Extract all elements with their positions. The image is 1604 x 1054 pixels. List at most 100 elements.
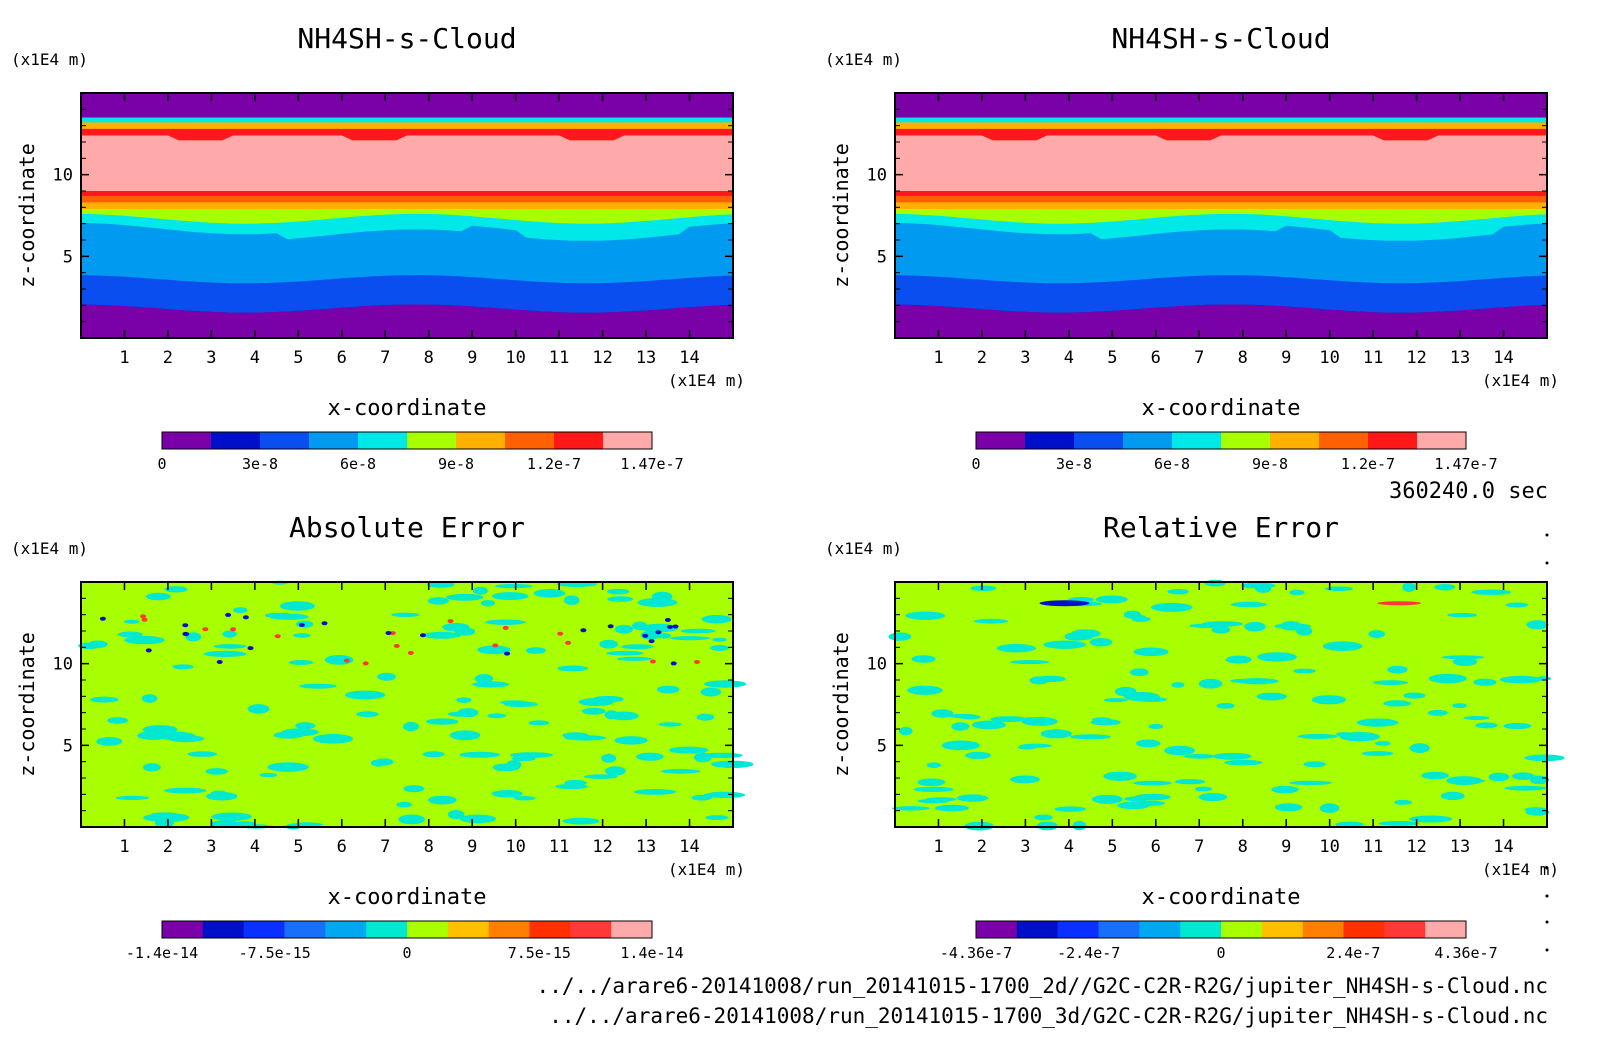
error-speck [656, 633, 672, 639]
error-extreme-speck [672, 624, 679, 629]
x-tick-label: 13 [1450, 348, 1470, 368]
x-tick-label: 8 [424, 348, 434, 368]
colorbar-swatch [603, 432, 653, 449]
x-tick-label: 12 [1406, 348, 1426, 368]
x-tick-label: 5 [1107, 837, 1117, 857]
error-extreme-speck [607, 624, 614, 629]
y-tick-label: 5 [63, 736, 73, 756]
error-speck [951, 722, 970, 731]
margin-dot [1545, 561, 1549, 565]
x-tick-label: 6 [337, 348, 347, 368]
error-speck [459, 751, 501, 758]
error-speck [233, 607, 248, 613]
x-unit-label: (x1E4 m) [668, 860, 745, 879]
error-extreme-speck [343, 658, 350, 663]
error-speck [525, 647, 546, 654]
margin-dot [1545, 533, 1549, 537]
error-speck [972, 720, 1006, 730]
error-speck [1135, 739, 1161, 748]
x-tick-label: 4 [250, 837, 260, 857]
error-speck [299, 683, 337, 689]
error-speck [141, 694, 158, 703]
error-speck [604, 710, 619, 720]
colorbar: 0 3e-8 6e-8 9e-8 1.2e-7 1.47e-7 [157, 431, 684, 473]
colorbar-swatch [366, 921, 408, 938]
colorbar-swatch [976, 921, 1018, 938]
x-tick-label: 10 [505, 348, 525, 368]
error-speck [533, 589, 566, 598]
error-speck [492, 763, 520, 772]
x-tick-label: 9 [467, 348, 477, 368]
colorbar-swatch [325, 921, 367, 938]
error-speck [1526, 620, 1549, 630]
error-speck [1133, 647, 1169, 657]
error-speck [1043, 640, 1087, 649]
error-speck [485, 619, 526, 625]
error-speck [948, 713, 978, 719]
colorbar-tick-label: -4.36e-7 [940, 944, 1012, 962]
error-extreme-speck [385, 631, 392, 635]
colorbar-swatch [1172, 432, 1222, 449]
colorbar-swatch [1261, 921, 1304, 938]
error-speck [1201, 621, 1243, 627]
error-speck [1040, 729, 1073, 739]
error-speck [1216, 702, 1235, 709]
error-speck [614, 736, 648, 745]
x-axis-label: x-coordinate [1142, 396, 1301, 421]
error-extreme-speck [557, 631, 564, 636]
error-speck [562, 732, 589, 739]
x-tick-label: 1 [119, 837, 129, 857]
error-speck [1019, 743, 1052, 748]
x-tick-label: 8 [424, 837, 434, 857]
x-unit-label: (x1E4 m) [1482, 860, 1559, 879]
colorbar: -1.4e-14 -7.5e-15 0 7.5e-15 1.4e-14 [126, 920, 684, 962]
error-speck [459, 814, 496, 824]
x-tick-label: 10 [1319, 837, 1339, 857]
error-speck [1473, 678, 1497, 686]
error-extreme-speck [389, 631, 396, 636]
colorbar-tick-label: 6e-8 [340, 455, 376, 473]
error-speck [1225, 655, 1252, 664]
error-extreme-speck [670, 661, 677, 666]
error-speck [1280, 621, 1302, 631]
error-speck [1103, 771, 1137, 781]
error-speck [605, 766, 626, 776]
colorbar-tick-label: -7.5e-15 [239, 944, 311, 962]
error-speck [670, 636, 710, 641]
error-speck [1512, 772, 1535, 780]
error-speck [899, 726, 913, 736]
colorbar-swatch [1425, 921, 1467, 938]
error-extreme-speck [502, 625, 509, 630]
error-speck [557, 665, 589, 672]
error-extreme-speck [664, 618, 671, 622]
plot-frame [80, 581, 734, 828]
error-speck [356, 711, 379, 718]
x-tick-label: 3 [206, 348, 216, 368]
error-speck [1356, 718, 1399, 727]
error-speck [513, 796, 536, 801]
error-speck [1123, 610, 1141, 619]
x-axis-label: x-coordinate [328, 885, 487, 910]
error-speck [1409, 815, 1453, 823]
colorbar: 0 3e-8 6e-8 9e-8 1.2e-7 1.47e-7 [971, 431, 1498, 473]
error-speck [1446, 778, 1486, 783]
error-speck [164, 586, 188, 593]
error-speck [700, 687, 722, 697]
x-axis-label: x-coordinate [1142, 885, 1301, 910]
error-speck [636, 752, 664, 761]
colorbar-tick-label: -1.4e-14 [126, 944, 198, 962]
y-tick-label: 10 [53, 166, 73, 186]
colorbar-swatch [407, 921, 449, 938]
error-speck [634, 789, 677, 795]
error-speck [1403, 692, 1426, 699]
colorbar-tick-label: 1.47e-7 [620, 455, 683, 473]
error-speck [1378, 821, 1420, 826]
error-speck [427, 597, 449, 605]
error-speck [1133, 780, 1172, 786]
error-extreme-speck [1377, 601, 1422, 606]
error-speck [211, 812, 252, 821]
error-speck [222, 630, 237, 638]
error-speck [391, 612, 420, 617]
error-speck [279, 601, 315, 611]
error-speck [1271, 785, 1299, 794]
